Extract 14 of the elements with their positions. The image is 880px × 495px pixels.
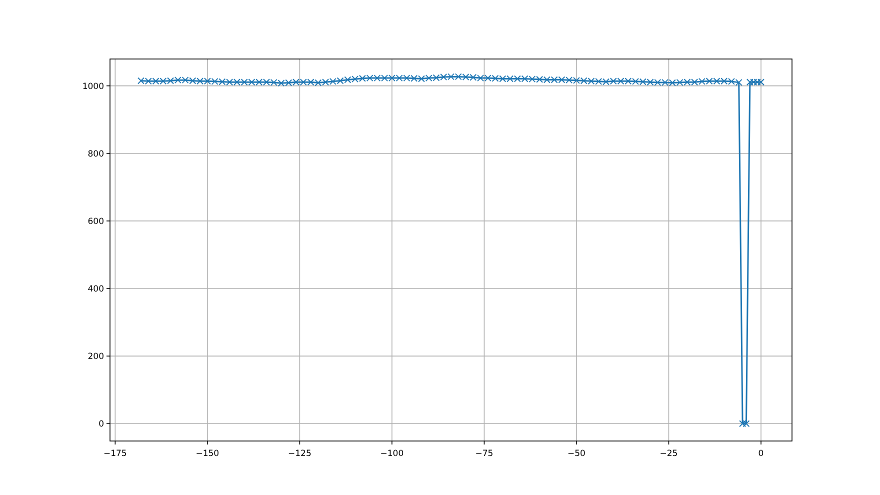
x-tick-label: −75 — [475, 449, 494, 459]
y-tick-label: 0 — [98, 420, 104, 430]
x-tick-label: −100 — [380, 449, 404, 459]
x-tick-label: −25 — [660, 449, 678, 459]
y-tick-label: 200 — [88, 352, 104, 362]
x-tick-label: 0 — [758, 449, 764, 459]
x-tick-label: −125 — [288, 449, 312, 459]
y-tick-label: 1000 — [82, 82, 104, 92]
y-tick-label: 400 — [88, 284, 104, 294]
x-tick-label: −150 — [196, 449, 220, 459]
x-tick-label: −50 — [568, 449, 586, 459]
y-tick-label: 600 — [88, 216, 104, 227]
y-tick-label: 800 — [88, 149, 104, 160]
x-tick-label: −175 — [103, 449, 127, 459]
